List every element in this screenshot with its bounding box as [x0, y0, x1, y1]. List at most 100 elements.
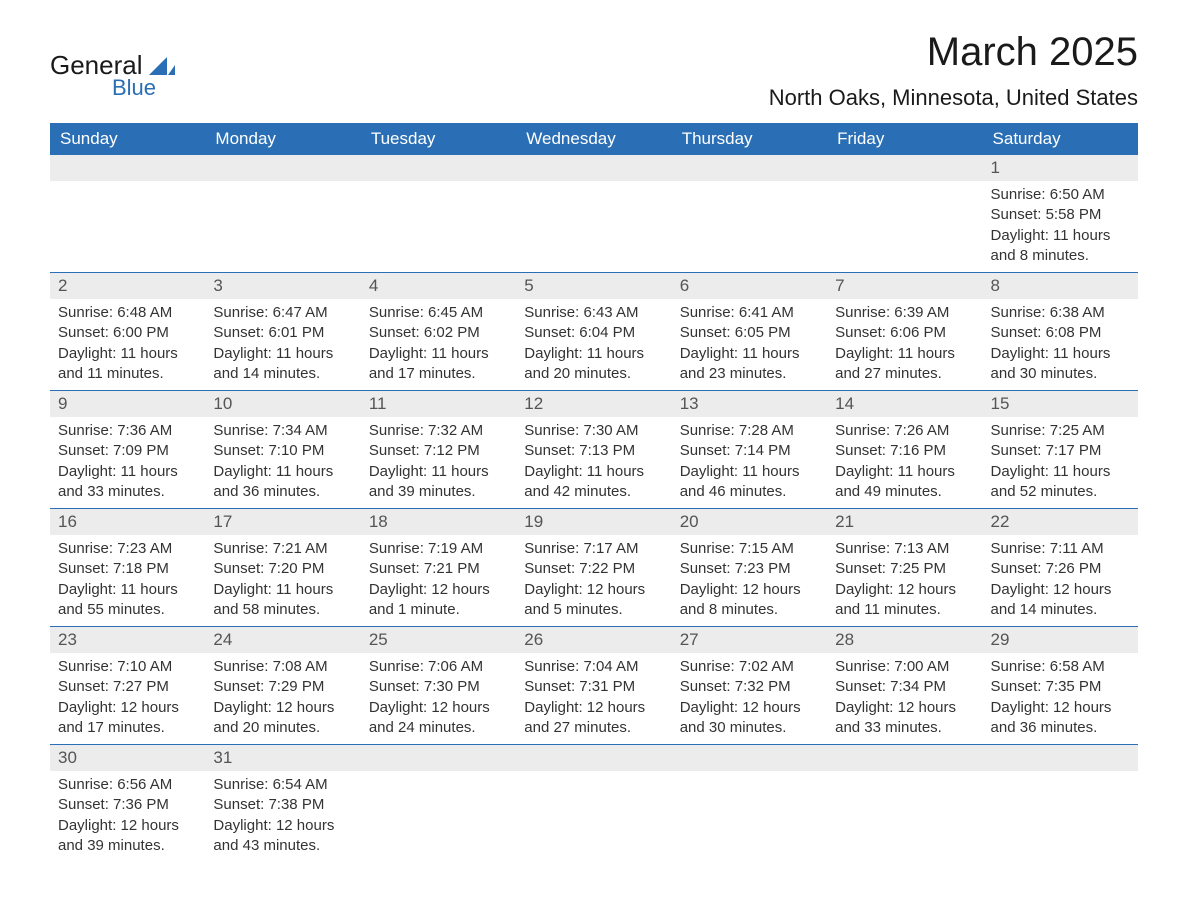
day-number: 12 [516, 391, 671, 417]
sunset-text: Sunset: 7:26 PM [991, 559, 1130, 579]
calendar-day-cell: 19Sunrise: 7:17 AMSunset: 7:22 PMDayligh… [516, 509, 671, 627]
sunrise-text: Sunrise: 7:04 AM [524, 657, 663, 677]
sunrise-text: Sunrise: 7:19 AM [369, 539, 508, 559]
calendar-day-cell: 8Sunrise: 6:38 AMSunset: 6:08 PMDaylight… [983, 273, 1138, 391]
calendar-week-row: 1Sunrise: 6:50 AMSunset: 5:58 PMDaylight… [50, 155, 1138, 273]
day-number: 9 [50, 391, 205, 417]
day-details [827, 181, 982, 201]
day-number: 19 [516, 509, 671, 535]
day-details [50, 181, 205, 201]
sunset-text: Sunset: 7:23 PM [680, 559, 819, 579]
day-number [983, 745, 1138, 771]
daylight-text: Daylight: 12 hours and 43 minutes. [213, 816, 352, 857]
sunrise-text: Sunrise: 7:23 AM [58, 539, 197, 559]
day-details [361, 181, 516, 201]
sunrise-text: Sunrise: 6:38 AM [991, 303, 1130, 323]
calendar-day-cell [983, 745, 1138, 863]
sunset-text: Sunset: 6:00 PM [58, 323, 197, 343]
day-number [827, 745, 982, 771]
day-details [516, 771, 671, 791]
day-details [205, 181, 360, 201]
day-details: Sunrise: 7:21 AMSunset: 7:20 PMDaylight:… [205, 535, 360, 626]
calendar-day-cell: 4Sunrise: 6:45 AMSunset: 6:02 PMDaylight… [361, 273, 516, 391]
page-header: General Blue March 2025 North Oaks, Minn… [50, 30, 1138, 111]
day-number: 30 [50, 745, 205, 771]
daylight-text: Daylight: 11 hours and 36 minutes. [213, 462, 352, 503]
calendar-header-row: Sunday Monday Tuesday Wednesday Thursday… [50, 123, 1138, 155]
day-number: 27 [672, 627, 827, 653]
day-details: Sunrise: 7:04 AMSunset: 7:31 PMDaylight:… [516, 653, 671, 744]
calendar-day-cell: 12Sunrise: 7:30 AMSunset: 7:13 PMDayligh… [516, 391, 671, 509]
calendar-day-cell: 22Sunrise: 7:11 AMSunset: 7:26 PMDayligh… [983, 509, 1138, 627]
sunset-text: Sunset: 7:18 PM [58, 559, 197, 579]
title-block: March 2025 North Oaks, Minnesota, United… [769, 30, 1138, 111]
day-number: 26 [516, 627, 671, 653]
day-number [361, 155, 516, 181]
calendar-day-cell: 18Sunrise: 7:19 AMSunset: 7:21 PMDayligh… [361, 509, 516, 627]
day-number [672, 745, 827, 771]
calendar-day-cell [516, 155, 671, 273]
calendar-day-cell: 10Sunrise: 7:34 AMSunset: 7:10 PMDayligh… [205, 391, 360, 509]
calendar-day-cell [50, 155, 205, 273]
day-details: Sunrise: 7:30 AMSunset: 7:13 PMDaylight:… [516, 417, 671, 508]
sunrise-text: Sunrise: 7:28 AM [680, 421, 819, 441]
day-number [50, 155, 205, 181]
calendar-day-cell: 14Sunrise: 7:26 AMSunset: 7:16 PMDayligh… [827, 391, 982, 509]
sunrise-text: Sunrise: 7:21 AM [213, 539, 352, 559]
day-header: Monday [205, 123, 360, 155]
day-details [672, 181, 827, 201]
sunset-text: Sunset: 7:20 PM [213, 559, 352, 579]
day-details: Sunrise: 7:08 AMSunset: 7:29 PMDaylight:… [205, 653, 360, 744]
calendar-day-cell: 23Sunrise: 7:10 AMSunset: 7:27 PMDayligh… [50, 627, 205, 745]
calendar-day-cell [672, 155, 827, 273]
day-details: Sunrise: 6:54 AMSunset: 7:38 PMDaylight:… [205, 771, 360, 862]
sunset-text: Sunset: 7:14 PM [680, 441, 819, 461]
day-details: Sunrise: 7:00 AMSunset: 7:34 PMDaylight:… [827, 653, 982, 744]
day-number: 15 [983, 391, 1138, 417]
sunrise-text: Sunrise: 7:26 AM [835, 421, 974, 441]
sunset-text: Sunset: 7:27 PM [58, 677, 197, 697]
day-details: Sunrise: 6:38 AMSunset: 6:08 PMDaylight:… [983, 299, 1138, 390]
day-number: 23 [50, 627, 205, 653]
day-number: 10 [205, 391, 360, 417]
sunrise-text: Sunrise: 7:30 AM [524, 421, 663, 441]
calendar-day-cell [672, 745, 827, 863]
sunrise-text: Sunrise: 7:06 AM [369, 657, 508, 677]
sunrise-text: Sunrise: 7:13 AM [835, 539, 974, 559]
sunrise-text: Sunrise: 6:58 AM [991, 657, 1130, 677]
day-number [205, 155, 360, 181]
daylight-text: Daylight: 12 hours and 1 minute. [369, 580, 508, 621]
calendar-day-cell: 16Sunrise: 7:23 AMSunset: 7:18 PMDayligh… [50, 509, 205, 627]
day-number: 11 [361, 391, 516, 417]
daylight-text: Daylight: 11 hours and 39 minutes. [369, 462, 508, 503]
calendar-day-cell: 17Sunrise: 7:21 AMSunset: 7:20 PMDayligh… [205, 509, 360, 627]
daylight-text: Daylight: 12 hours and 11 minutes. [835, 580, 974, 621]
calendar-week-row: 9Sunrise: 7:36 AMSunset: 7:09 PMDaylight… [50, 391, 1138, 509]
sunset-text: Sunset: 7:16 PM [835, 441, 974, 461]
sunset-text: Sunset: 7:12 PM [369, 441, 508, 461]
daylight-text: Daylight: 11 hours and 52 minutes. [991, 462, 1130, 503]
calendar-day-cell [516, 745, 671, 863]
daylight-text: Daylight: 11 hours and 17 minutes. [369, 344, 508, 385]
sunrise-text: Sunrise: 6:41 AM [680, 303, 819, 323]
sunrise-text: Sunrise: 7:15 AM [680, 539, 819, 559]
logo-text-line2: Blue [112, 75, 156, 101]
day-number: 29 [983, 627, 1138, 653]
daylight-text: Daylight: 12 hours and 20 minutes. [213, 698, 352, 739]
daylight-text: Daylight: 11 hours and 55 minutes. [58, 580, 197, 621]
calendar-day-cell [827, 745, 982, 863]
calendar-day-cell: 11Sunrise: 7:32 AMSunset: 7:12 PMDayligh… [361, 391, 516, 509]
sunrise-text: Sunrise: 7:17 AM [524, 539, 663, 559]
day-number: 5 [516, 273, 671, 299]
day-details: Sunrise: 7:19 AMSunset: 7:21 PMDaylight:… [361, 535, 516, 626]
day-number: 4 [361, 273, 516, 299]
day-number: 18 [361, 509, 516, 535]
day-number [516, 155, 671, 181]
sunrise-text: Sunrise: 7:00 AM [835, 657, 974, 677]
sunset-text: Sunset: 6:02 PM [369, 323, 508, 343]
location-subtitle: North Oaks, Minnesota, United States [769, 85, 1138, 111]
day-details: Sunrise: 6:50 AMSunset: 5:58 PMDaylight:… [983, 181, 1138, 272]
day-details: Sunrise: 7:06 AMSunset: 7:30 PMDaylight:… [361, 653, 516, 744]
day-number [516, 745, 671, 771]
calendar-week-row: 23Sunrise: 7:10 AMSunset: 7:27 PMDayligh… [50, 627, 1138, 745]
